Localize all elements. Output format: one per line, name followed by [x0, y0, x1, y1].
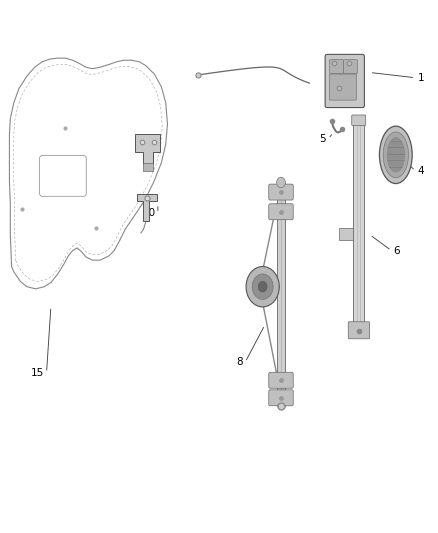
Bar [277, 182, 286, 406]
FancyBboxPatch shape [329, 74, 357, 100]
Ellipse shape [387, 138, 405, 172]
Polygon shape [339, 228, 353, 240]
FancyBboxPatch shape [269, 204, 293, 220]
Circle shape [252, 274, 273, 300]
Circle shape [258, 281, 267, 292]
Text: 1: 1 [418, 73, 424, 83]
Ellipse shape [379, 126, 412, 183]
Text: 8: 8 [237, 357, 243, 367]
Text: 10: 10 [142, 208, 155, 219]
FancyBboxPatch shape [269, 390, 293, 406]
Circle shape [277, 177, 286, 188]
Circle shape [246, 266, 279, 307]
FancyBboxPatch shape [329, 60, 343, 74]
Text: 5: 5 [319, 134, 326, 144]
FancyBboxPatch shape [352, 115, 366, 126]
FancyBboxPatch shape [343, 60, 357, 74]
Text: 4: 4 [418, 166, 424, 176]
Polygon shape [138, 194, 156, 221]
FancyBboxPatch shape [325, 54, 364, 108]
FancyBboxPatch shape [348, 322, 370, 339]
Text: 6: 6 [394, 246, 400, 255]
Ellipse shape [383, 132, 409, 177]
Bar [353, 120, 364, 326]
FancyBboxPatch shape [269, 372, 293, 388]
Bar [143, 164, 152, 171]
FancyBboxPatch shape [269, 184, 293, 200]
Text: 15: 15 [31, 368, 44, 378]
Polygon shape [135, 134, 160, 165]
Text: 12: 12 [142, 150, 155, 160]
